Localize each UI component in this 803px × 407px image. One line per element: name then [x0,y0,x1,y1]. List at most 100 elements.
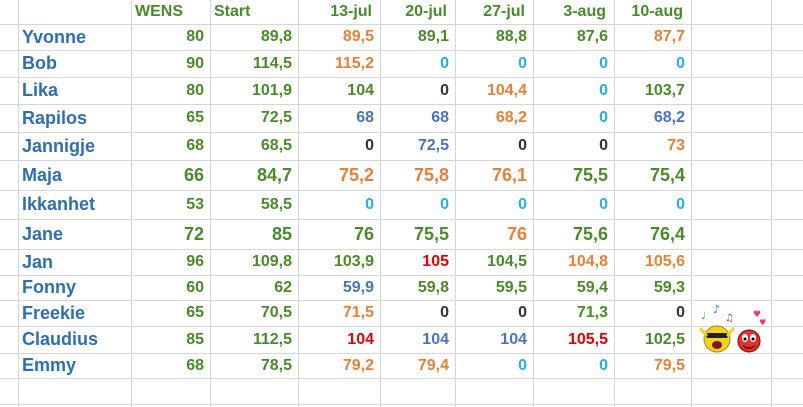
start-weight-cell[interactable]: 84,7 [256,164,292,185]
row-name-cell[interactable]: Fonny [22,277,76,297]
weekly-value-cell[interactable]: 104 [347,81,374,99]
weekly-value-cell[interactable]: 76,1 [491,164,527,185]
weekly-value-cell[interactable]: 0 [599,195,608,213]
weekly-value-cell[interactable]: 59,4 [576,278,608,296]
wens-cell[interactable]: 96 [186,253,204,270]
column-header-27-jul[interactable]: 27-jul [483,3,525,20]
weekly-value-cell[interactable]: 72,5 [417,137,449,154]
weekly-value-cell[interactable]: 76,4 [649,223,685,244]
weekly-value-cell[interactable]: 75,5 [572,164,608,185]
start-weight-cell[interactable]: 114,5 [252,54,292,72]
weekly-value-cell[interactable]: 104,4 [486,81,527,99]
column-header-20-jul[interactable]: 20-jul [405,3,447,20]
row-name-cell[interactable]: Rapilos [22,107,88,128]
weekly-value-cell[interactable]: 0 [440,54,449,72]
weekly-value-cell[interactable]: 68,2 [653,109,685,126]
weekly-value-cell[interactable]: 75,5 [413,223,449,244]
wens-cell[interactable]: 85 [186,330,204,348]
column-header-13-jul[interactable]: 13-jul [330,3,372,20]
weekly-value-cell[interactable]: 0 [440,81,449,99]
weekly-value-cell[interactable]: 104 [422,330,449,348]
weekly-value-cell[interactable]: 0 [440,304,449,321]
weekly-value-cell[interactable]: 102,5 [644,330,685,348]
weekly-value-cell[interactable]: 0 [518,54,527,72]
start-weight-cell[interactable]: 101,9 [251,81,292,99]
weekly-value-cell[interactable]: 104 [500,330,527,348]
weekly-value-cell[interactable]: 68,2 [495,109,527,126]
row-name-cell[interactable]: Maja [22,164,63,185]
weekly-value-cell[interactable]: 103,7 [644,81,685,99]
weekly-value-cell[interactable]: 68 [356,109,374,126]
weekly-value-cell[interactable]: 105 [422,253,449,270]
weekly-value-cell[interactable]: 88,8 [495,28,527,45]
weekly-value-cell[interactable]: 0 [365,137,374,154]
start-weight-cell[interactable]: 68,5 [260,137,292,154]
start-weight-cell[interactable]: 58,5 [260,195,292,213]
weekly-value-cell[interactable]: 73 [667,137,685,154]
weekly-value-cell[interactable]: 59,5 [495,278,527,296]
weekly-value-cell[interactable]: 75,8 [413,164,449,185]
wens-cell[interactable]: 68 [186,356,204,374]
wens-cell[interactable]: 53 [186,195,204,213]
weekly-value-cell[interactable]: 87,6 [576,28,608,45]
row-name-cell[interactable]: Freekie [22,302,86,323]
wens-cell[interactable]: 65 [186,109,204,126]
row-name-cell[interactable]: Yvonne [22,26,87,47]
weekly-value-cell[interactable]: 0 [518,195,527,213]
column-header-wens[interactable]: WENS [135,3,183,20]
weekly-value-cell[interactable]: 75,2 [338,164,374,185]
row-name-cell[interactable]: Jane [22,223,64,244]
start-weight-cell[interactable]: 112,5 [252,330,292,348]
weekly-value-cell[interactable]: 76 [353,223,374,244]
start-weight-cell[interactable]: 70,5 [260,304,292,321]
weekly-value-cell[interactable]: 68 [431,109,449,126]
weekly-value-cell[interactable]: 115,2 [334,54,374,72]
weekly-value-cell[interactable]: 103,9 [333,253,374,270]
weekly-value-cell[interactable]: 0 [518,304,527,321]
weekly-value-cell[interactable]: 89,1 [417,28,449,45]
weekly-value-cell[interactable]: 71,5 [342,304,374,321]
weekly-value-cell[interactable]: 75,4 [649,164,685,185]
weekly-value-cell[interactable]: 105,6 [644,253,685,270]
column-header-10-aug[interactable]: 10-aug [631,3,683,20]
weekly-value-cell[interactable]: 79,5 [653,356,685,374]
weekly-value-cell[interactable]: 0 [676,54,685,72]
wens-cell[interactable]: 80 [186,28,204,45]
weekly-value-cell[interactable]: 104,5 [486,253,527,270]
weekly-value-cell[interactable]: 104 [347,330,374,348]
weekly-value-cell[interactable]: 0 [599,356,608,374]
weekly-value-cell[interactable]: 76 [506,223,527,244]
weekly-value-cell[interactable]: 0 [440,195,449,213]
weekly-value-cell[interactable]: 59,9 [342,278,374,296]
row-name-cell[interactable]: Emmy [22,355,77,375]
column-header-start[interactable]: Start [214,3,251,20]
start-weight-cell[interactable]: 89,8 [260,28,292,45]
start-weight-cell[interactable]: 85 [271,223,292,244]
weekly-value-cell[interactable]: 0 [599,54,608,72]
wens-cell[interactable]: 65 [186,304,204,321]
weekly-value-cell[interactable]: 0 [518,137,527,154]
weekly-value-cell[interactable]: 79,4 [417,356,449,374]
row-name-cell[interactable]: Claudius [22,329,99,349]
wens-cell[interactable]: 72 [183,223,204,244]
row-name-cell[interactable]: Ikkanhet [22,194,96,214]
weekly-value-cell[interactable]: 59,3 [653,278,685,296]
weekly-value-cell[interactable]: 0 [599,109,608,126]
weekly-value-cell[interactable]: 89,5 [342,28,374,45]
weekly-value-cell[interactable]: 0 [365,195,374,213]
wens-cell[interactable]: 90 [186,54,204,72]
wens-cell[interactable]: 66 [183,164,204,185]
weekly-value-cell[interactable]: 71,3 [576,304,608,321]
row-name-cell[interactable]: Lika [22,80,59,100]
weekly-value-cell[interactable]: 0 [599,137,608,154]
start-weight-cell[interactable]: 78,5 [260,356,292,374]
column-header-3-aug[interactable]: 3-aug [563,3,606,20]
weekly-value-cell[interactable]: 0 [599,81,608,99]
weekly-value-cell[interactable]: 105,5 [567,330,608,348]
start-weight-cell[interactable]: 72,5 [260,109,292,126]
row-name-cell[interactable]: Bob [22,53,57,73]
start-weight-cell[interactable]: 109,8 [251,253,292,270]
row-name-cell[interactable]: Jan [22,251,54,272]
weekly-value-cell[interactable]: 79,2 [342,356,374,374]
